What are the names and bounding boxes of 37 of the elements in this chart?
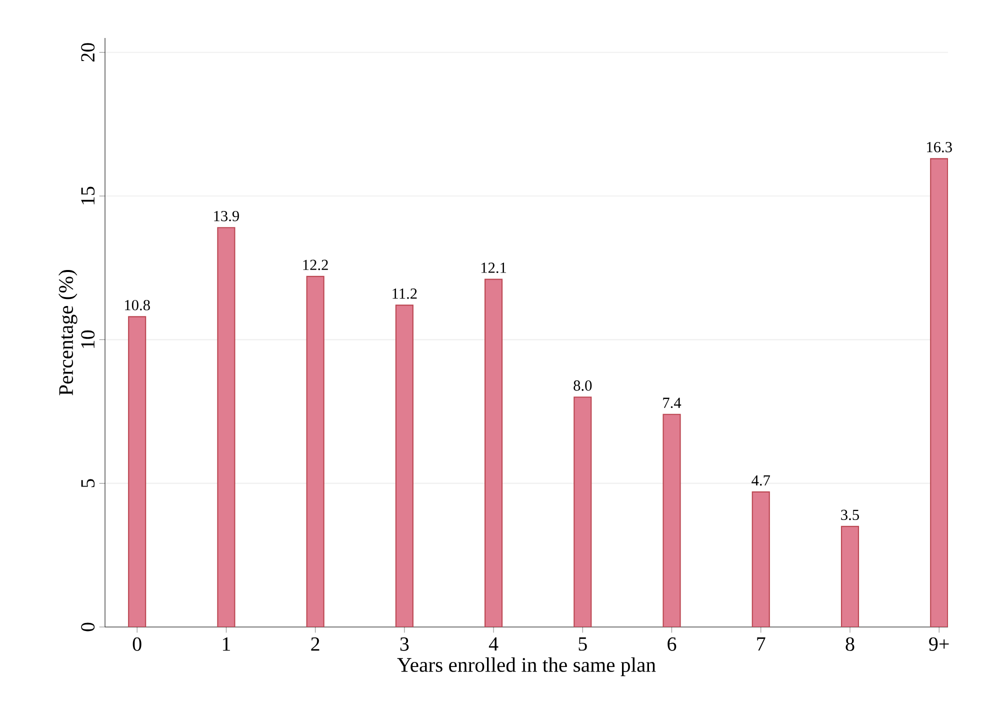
x-tick-label: 9+ bbox=[929, 637, 949, 651]
x-axis-title: Years enrolled in the same plan bbox=[397, 657, 656, 676]
x-tick-label: 2 bbox=[311, 637, 320, 651]
data-label: 12.2 bbox=[303, 260, 328, 270]
y-tick-label: 10 bbox=[81, 330, 95, 348]
bar bbox=[840, 526, 860, 627]
x-tick-label: 5 bbox=[578, 637, 587, 651]
bar bbox=[752, 491, 770, 627]
bar bbox=[395, 304, 414, 627]
data-label: 7.4 bbox=[663, 398, 682, 408]
x-tick-label: 4 bbox=[488, 637, 498, 651]
x-tick-label: 6 bbox=[668, 637, 676, 651]
x-tick-label: 7 bbox=[757, 637, 766, 650]
x-tick-label: 0 bbox=[132, 637, 142, 651]
y-tick-label: 0 bbox=[81, 622, 95, 632]
bar bbox=[128, 316, 146, 627]
data-label: 13.9 bbox=[214, 210, 239, 222]
y-tick-label: 5 bbox=[81, 479, 95, 488]
data-label: 4.7 bbox=[752, 475, 770, 486]
bar bbox=[574, 396, 592, 627]
y-tick-label: 20 bbox=[81, 43, 95, 62]
y-axis-title: Percentage (%) bbox=[58, 270, 78, 396]
data-label: 3.5 bbox=[841, 510, 859, 520]
x-tick-label: 3 bbox=[400, 637, 409, 651]
data-label: 10.8 bbox=[125, 300, 150, 310]
bar bbox=[484, 278, 503, 627]
data-label: 12.1 bbox=[481, 262, 506, 274]
bar bbox=[217, 227, 236, 627]
x-tick-label: 8 bbox=[846, 637, 854, 651]
bar bbox=[930, 158, 948, 627]
data-label: 8.0 bbox=[574, 380, 592, 391]
data-label: 11.2 bbox=[392, 288, 417, 299]
bar bbox=[306, 276, 324, 627]
bar bbox=[662, 414, 681, 627]
y-tick-label: 15 bbox=[81, 186, 95, 204]
data-label: 16.3 bbox=[927, 142, 952, 152]
x-tick-label: 1 bbox=[222, 637, 230, 651]
